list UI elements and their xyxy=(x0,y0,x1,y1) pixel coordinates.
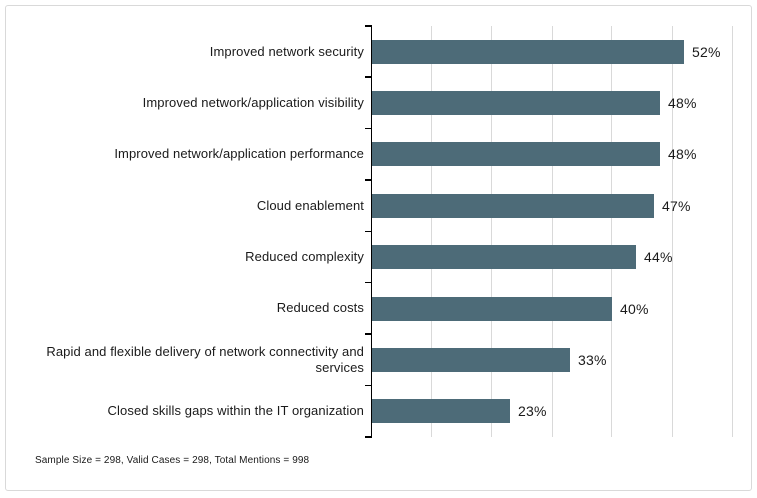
bar-row: 48% xyxy=(372,77,732,128)
bar-row: 33% xyxy=(372,334,732,385)
bar xyxy=(372,39,684,64)
y-axis-tick xyxy=(365,25,372,27)
y-axis-tick xyxy=(365,179,372,181)
category-label: Cloud enablement xyxy=(14,180,364,231)
bar-row: 23% xyxy=(372,386,732,437)
category-label-text: Cloud enablement xyxy=(256,197,364,213)
value-label: 52% xyxy=(692,43,721,60)
x-gridline xyxy=(731,26,733,437)
footnote: Sample Size = 298, Valid Cases = 298, To… xyxy=(35,455,310,466)
y-axis-tick xyxy=(365,333,372,335)
bar xyxy=(372,142,660,167)
category-label: Improved network/application performance xyxy=(14,129,364,180)
bar xyxy=(372,91,660,116)
value-label: 48% xyxy=(668,95,697,112)
bar xyxy=(372,399,510,424)
category-label: Closed skills gaps within the IT organiz… xyxy=(14,386,364,437)
value-label: 48% xyxy=(668,146,697,163)
value-label: 23% xyxy=(518,403,547,420)
value-label: 44% xyxy=(644,249,673,266)
y-axis-tick xyxy=(365,127,372,130)
x-gridline xyxy=(491,26,493,437)
value-label: 40% xyxy=(620,300,649,317)
category-label-text: Improved network security xyxy=(209,43,364,59)
x-gridline xyxy=(611,26,613,437)
bar-row: 44% xyxy=(372,232,732,283)
plot-area: 52% 48% 48% 47% 44% 40% 33% 23% xyxy=(365,25,733,438)
bar-row: 47% xyxy=(372,180,732,231)
y-axis-tick xyxy=(365,436,372,438)
category-label: Reduced costs xyxy=(14,283,364,334)
category-label: Rapid and flexible delivery of network c… xyxy=(14,334,364,385)
bar-row: 40% xyxy=(372,283,732,334)
category-label: Reduced complexity xyxy=(14,232,364,283)
bar xyxy=(372,245,636,270)
bar-row: 52% xyxy=(372,26,732,77)
bar xyxy=(372,347,570,372)
x-gridline xyxy=(551,26,553,437)
category-label-text: Improved network/application performance xyxy=(114,146,364,162)
value-label: 47% xyxy=(662,197,691,214)
bar xyxy=(372,296,612,321)
category-label-text: Closed skills gaps within the IT organiz… xyxy=(107,403,364,419)
bar xyxy=(372,193,654,218)
y-axis-tick xyxy=(365,76,372,78)
category-label-text: Improved network/application visibility xyxy=(142,94,364,110)
category-label-text: Reduced complexity xyxy=(245,249,364,265)
value-label: 33% xyxy=(578,351,607,368)
bar-row: 48% xyxy=(372,129,732,180)
category-label: Improved network security xyxy=(14,26,364,77)
category-axis-labels: Improved network security Improved networ… xyxy=(14,26,364,437)
category-label-text: Rapid and flexible delivery of network c… xyxy=(46,343,364,375)
y-axis-tick xyxy=(365,384,372,387)
category-label-text: Reduced costs xyxy=(276,300,364,316)
y-axis-tick xyxy=(365,281,372,284)
x-gridline xyxy=(671,26,673,437)
bar-series: 52% 48% 48% 47% 44% 40% 33% 23% xyxy=(372,26,732,437)
category-label: Improved network/application visibility xyxy=(14,77,364,128)
y-axis-tick xyxy=(365,230,372,232)
x-gridline xyxy=(431,26,433,437)
